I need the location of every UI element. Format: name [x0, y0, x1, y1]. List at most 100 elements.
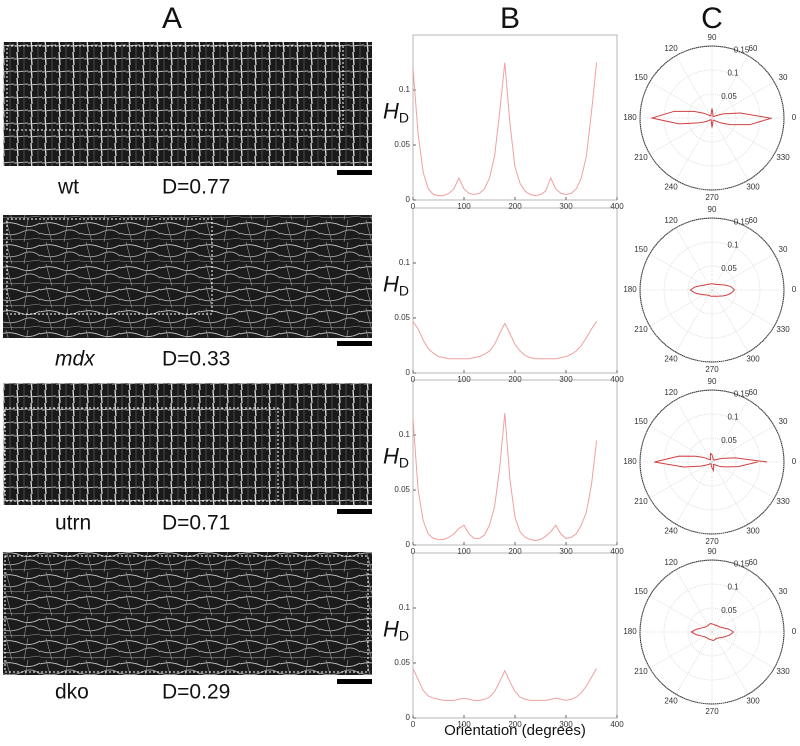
- angle-label: 60: [749, 388, 758, 397]
- polar-spoke: [711, 81, 775, 119]
- polar-spoke: [711, 569, 749, 633]
- angle-label: 90: [708, 547, 717, 556]
- y-axis-label-main: H: [383, 271, 399, 296]
- x-tick-label: 200: [508, 720, 522, 729]
- micrograph: [3, 215, 372, 346]
- y-axis-label-main: H: [383, 98, 399, 123]
- r-tick-label: 0.05: [721, 264, 737, 273]
- polar-ring: [663, 69, 761, 167]
- polar-spoke: [649, 631, 713, 669]
- angle-label: 240: [664, 696, 678, 705]
- polar-spoke: [711, 595, 775, 633]
- angle-label: 300: [746, 354, 760, 363]
- polar-spoke: [711, 289, 775, 327]
- polar-spoke: [711, 399, 749, 463]
- y-tick-label: 0.05: [394, 485, 410, 494]
- polar-line: [689, 283, 735, 297]
- x-tick-label: 400: [610, 547, 624, 556]
- polar-spoke: [649, 425, 713, 463]
- polar-spoke: [649, 81, 713, 119]
- x-tick-label: 300: [559, 720, 573, 729]
- angle-label: 270: [705, 707, 719, 716]
- x-tick-label: 400: [610, 720, 624, 729]
- angle-label: 60: [749, 44, 758, 53]
- y-axis-label: HD: [383, 271, 409, 298]
- data-line: [412, 62, 598, 197]
- polar-spoke: [675, 461, 713, 525]
- y-axis-label-sub: D: [399, 454, 409, 470]
- angle-label: 330: [776, 153, 790, 162]
- x-tick-label: 300: [559, 375, 573, 384]
- row-label: mdx: [55, 348, 96, 371]
- panel-label: C: [701, 2, 723, 35]
- x-tick-label: 0: [411, 202, 416, 211]
- r-tick-label: 0.15: [734, 45, 750, 54]
- angle-label: 210: [634, 497, 648, 506]
- polar-ring: [639, 559, 785, 705]
- angle-label: 180: [623, 627, 637, 636]
- y-tick-label: 0.1: [399, 430, 411, 439]
- angle-label: 90: [708, 377, 717, 386]
- polar-spoke: [711, 117, 749, 181]
- polar-spoke: [649, 461, 713, 499]
- polar-line: [654, 452, 768, 473]
- y-tick-label: 0.05: [394, 140, 410, 149]
- x-tick-label: 100: [457, 375, 471, 384]
- r-tick-label: 0.1: [727, 583, 739, 592]
- y-tick-label: 0: [406, 195, 411, 204]
- y-axis-label-sub: D: [399, 109, 409, 125]
- angle-label: 90: [708, 33, 717, 42]
- x-tick-label: 100: [457, 202, 471, 211]
- polar-spoke: [675, 117, 713, 181]
- y-axis-label-main: H: [383, 616, 399, 641]
- angle-label: 270: [705, 193, 719, 202]
- d-value: D=0.29: [162, 681, 230, 704]
- r-tick-label: 0.1: [727, 413, 739, 422]
- panel-label: B: [500, 2, 520, 35]
- polar-ring: [687, 93, 737, 143]
- y-axis-label: HD: [383, 443, 409, 470]
- polar-spoke: [675, 399, 713, 463]
- angle-label: 240: [664, 354, 678, 363]
- angle-label: 300: [746, 182, 760, 191]
- plot-frame: [412, 34, 618, 201]
- angle-label: 180: [623, 113, 637, 122]
- angle-label: 300: [746, 526, 760, 535]
- x-tick-label: 0: [411, 720, 416, 729]
- row-label: utrn: [55, 512, 91, 535]
- angle-label: 0: [792, 627, 797, 636]
- polar-spoke: [711, 461, 775, 499]
- y-tick-label: 0.05: [394, 658, 410, 667]
- angle-label: 30: [779, 587, 788, 596]
- x-tick-label: 400: [610, 202, 624, 211]
- polar-spoke: [649, 117, 713, 155]
- micrograph: [3, 383, 372, 514]
- x-tick-label: 100: [457, 720, 471, 729]
- angle-label: 120: [664, 216, 678, 225]
- r-tick-label: 0.05: [721, 606, 737, 615]
- x-tick-label: 300: [559, 547, 573, 556]
- polar-spoke: [675, 55, 713, 119]
- angle-label: 210: [634, 153, 648, 162]
- angle-label: 330: [776, 497, 790, 506]
- x-tick-label: 200: [508, 375, 522, 384]
- polar-spoke: [711, 227, 749, 291]
- angle-label: 30: [779, 417, 788, 426]
- angle-label: 210: [634, 325, 648, 334]
- angle-label: 150: [634, 587, 648, 596]
- panel-label: A: [162, 2, 182, 35]
- polar-ring: [639, 217, 785, 363]
- polar-spoke: [649, 289, 713, 327]
- angle-label: 0: [792, 113, 797, 122]
- y-axis-label-main: H: [383, 443, 399, 468]
- polar-ring: [687, 607, 737, 657]
- polar-ring: [687, 437, 737, 487]
- angle-label: 150: [634, 417, 648, 426]
- polar-spoke: [711, 289, 749, 353]
- y-tick-label: 0.1: [399, 85, 411, 94]
- angle-label: 60: [749, 558, 758, 567]
- y-tick-label: 0.1: [399, 258, 411, 267]
- r-tick-label: 0.15: [734, 559, 750, 568]
- x-tick-label: 400: [610, 375, 624, 384]
